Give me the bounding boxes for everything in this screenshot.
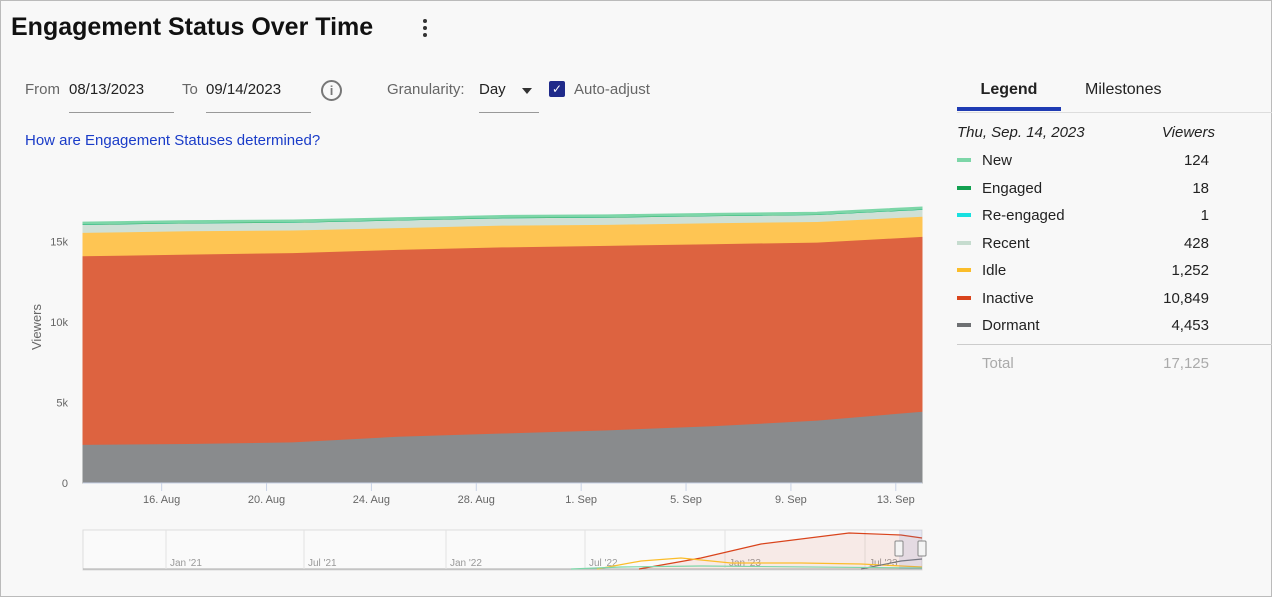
legend-item-engaged[interactable]: Engaged 18 [957, 180, 1209, 200]
navigator-tick-label: Jan '22 [450, 558, 482, 569]
page-title: Engagement Status Over Time [11, 13, 374, 41]
area-inactive [82, 235, 923, 445]
x-tick-label: 28. Aug [458, 494, 495, 506]
info-icon[interactable]: i [321, 80, 342, 101]
navigator-line-dormant [860, 558, 923, 570]
legend-date: Thu, Sep. 14, 2023 [957, 124, 1085, 141]
legend-item-label: New [982, 152, 1013, 169]
area-new [82, 206, 923, 225]
engagement-area-chart: 0 5k 10k 15k 16. Aug 20. Aug 24. Aug 28. Aug 1. … [29, 206, 927, 571]
y-tick-label: 10k [50, 317, 68, 329]
navigator-handle[interactable] [894, 540, 904, 557]
legend-item-value: 428 [1183, 234, 1209, 252]
granularity-select[interactable]: Day [479, 73, 539, 113]
legend-item-value: 10,849 [1163, 289, 1209, 307]
x-tick-label: 1. Sep [565, 494, 597, 506]
navigator-area-inactive [639, 533, 922, 569]
x-tick-label: 9. Sep [775, 494, 807, 506]
kebab-menu-icon[interactable] [419, 19, 431, 39]
to-label: To [182, 81, 198, 98]
legend-divider [957, 344, 1272, 345]
legend-item-idle[interactable]: Idle 1,252 [957, 262, 1209, 282]
navigator-tick-label: Jul '21 [308, 558, 337, 569]
total-value: 17,125 [1163, 355, 1209, 372]
legend-item-value: 124 [1183, 152, 1209, 169]
from-date-input[interactable]: 08/13/2023 [69, 73, 174, 113]
navigator-handle[interactable] [917, 540, 927, 557]
granularity-value: Day [479, 81, 506, 98]
legend-swatch [957, 213, 971, 217]
to-date-input[interactable]: 09/14/2023 [206, 73, 311, 113]
y-axis-title: Viewers [29, 304, 44, 351]
legend-item-label: Idle [982, 262, 1007, 279]
legend-item-re-engaged[interactable]: Re-engaged 1 [957, 207, 1209, 227]
legend-item-new[interactable]: New 124 [957, 152, 1209, 172]
auto-adjust-checkbox[interactable]: ✓ [549, 81, 565, 97]
legend-swatch [957, 158, 971, 162]
legend-item-label: Inactive [982, 289, 1034, 307]
navigator-line-new [570, 565, 923, 570]
legend-item-dormant[interactable]: Dormant 4,453 [957, 317, 1209, 337]
legend-item-recent[interactable]: Recent 428 [957, 235, 1209, 255]
legend-item-label: Recent [982, 234, 1030, 252]
x-tick-label: 20. Aug [248, 494, 285, 506]
tab-divider [957, 112, 1272, 113]
navigator-selection[interactable] [899, 530, 922, 569]
x-tick-label: 5. Sep [670, 494, 702, 506]
x-tick-label: 16. Aug [143, 494, 180, 506]
from-label: From [25, 81, 60, 98]
navigator-tick-label: Jul '22 [589, 558, 618, 569]
navigator-line-idle [596, 557, 923, 570]
x-tick-label: 13. Sep [877, 494, 915, 506]
legend-header: Thu, Sep. 14, 2023 Viewers [957, 124, 1215, 144]
legend-swatch [957, 185, 971, 190]
granularity-label: Granularity: [387, 81, 465, 98]
legend-item-label: Re-engaged [982, 207, 1065, 224]
y-tick-label: 15k [50, 236, 68, 248]
legend-swatch [957, 268, 971, 272]
navigator-tick-label: Jan '21 [170, 558, 202, 569]
legend-total: Total 17,125 [957, 355, 1209, 375]
legend-item-value: 18 [1192, 179, 1209, 197]
legend-item-value: 1,252 [1171, 262, 1209, 279]
legend-item-value: 4,453 [1171, 317, 1209, 334]
legend-item-label: Engaged [982, 179, 1043, 197]
legend-swatch [957, 240, 971, 245]
total-label: Total [982, 355, 1014, 372]
legend-item-inactive[interactable]: Inactive 10,849 [957, 290, 1209, 310]
legend-column-header: Viewers [1161, 124, 1215, 141]
navigator-line-inactive [638, 532, 923, 570]
legend-swatch [957, 295, 971, 300]
chevron-down-icon [522, 88, 532, 94]
legend-item-value: 1 [1200, 207, 1209, 224]
auto-adjust-label: Auto-adjust [574, 81, 650, 98]
tab-milestones[interactable]: Milestones [1085, 81, 1162, 98]
engagement-help-link[interactable]: How are Engagement Statuses determined? [25, 132, 321, 149]
navigator-tick-label: Jul '23 [869, 558, 898, 569]
tab-legend[interactable]: Legend [957, 81, 1061, 111]
legend-item-label: Dormant [982, 317, 1040, 334]
legend-swatch [957, 323, 971, 327]
y-tick-label: 0 [62, 478, 68, 490]
x-tick-label: 24. Aug [353, 494, 390, 506]
y-tick-label: 5k [56, 397, 68, 409]
